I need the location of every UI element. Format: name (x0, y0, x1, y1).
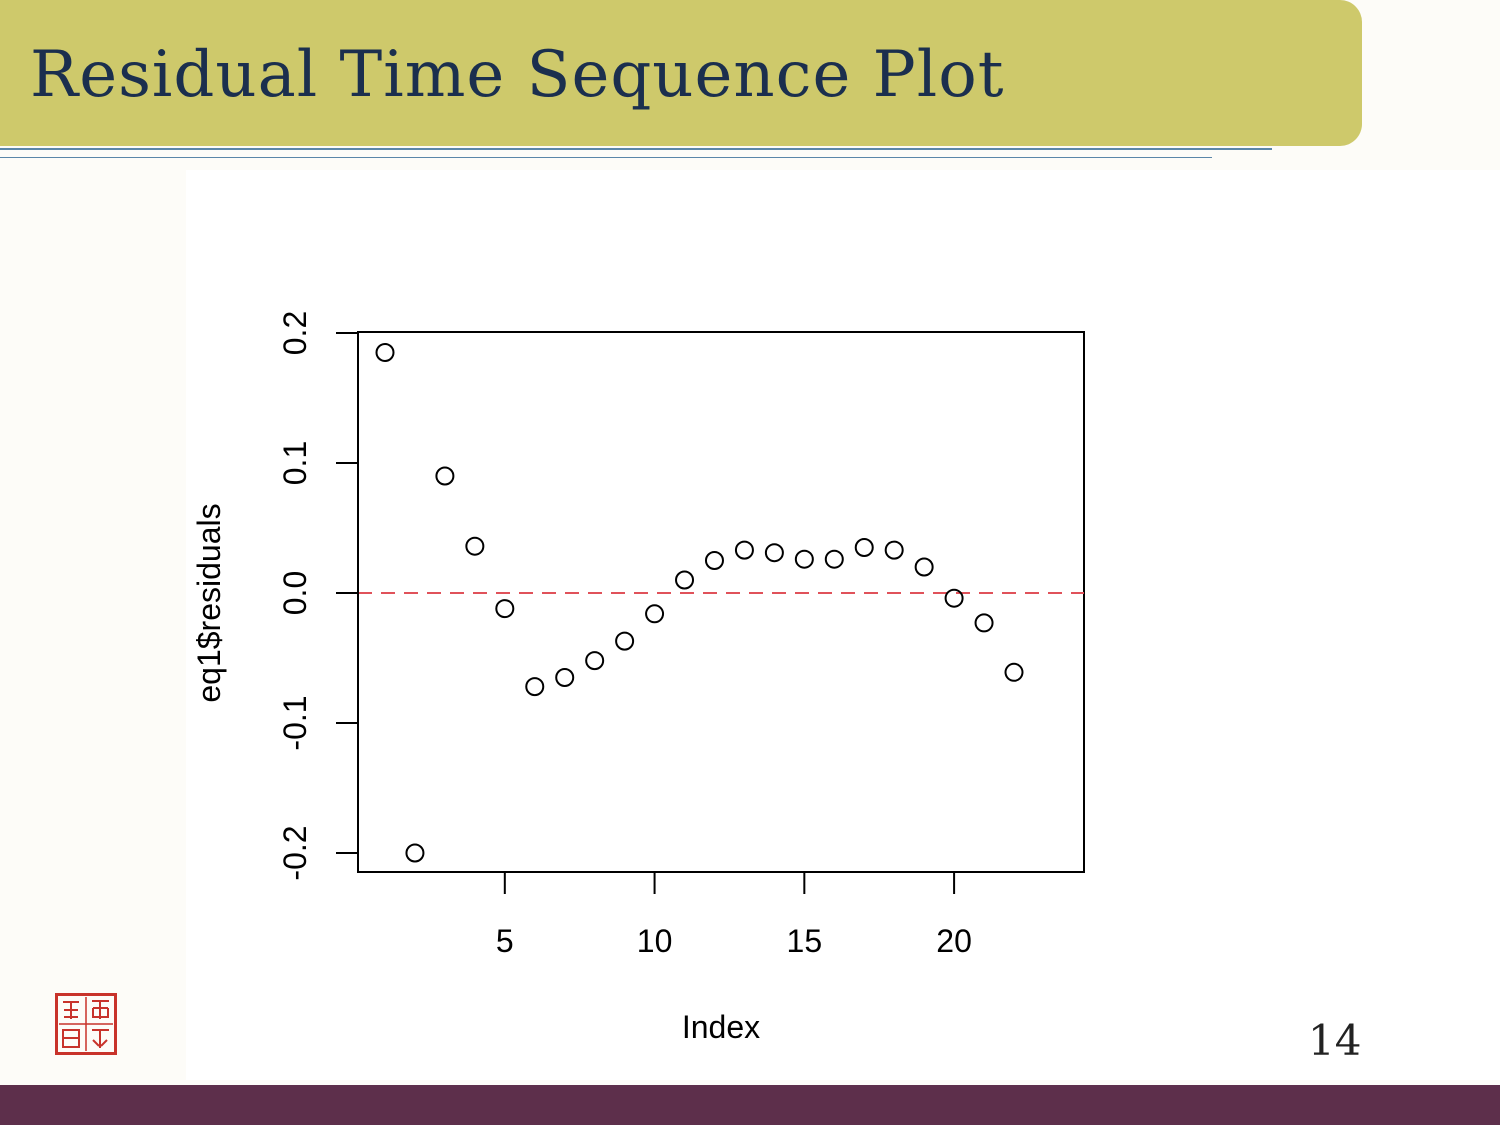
data-point (704, 551, 724, 570)
plot-panel: 5 10 15 20 -0.2 -0.1 0.0 0.1 0.2 Index eq1$residua… (186, 170, 1500, 1080)
data-point (495, 599, 515, 619)
data-point (824, 549, 844, 569)
data-point (734, 540, 754, 560)
y-tick-label: -0.1 (277, 695, 313, 750)
red-seal-stamp-icon (55, 993, 117, 1055)
footer-bar (0, 1085, 1500, 1125)
data-point (585, 651, 605, 671)
slide-title: Residual Time Sequence Plot (30, 38, 1005, 112)
data-point (944, 588, 964, 608)
data-point (854, 538, 874, 557)
data-point (675, 570, 695, 590)
y-tick-label: 0.0 (277, 571, 313, 615)
page-number: 14 (1308, 1016, 1362, 1065)
data-point (764, 543, 784, 563)
y-tick-label: 0.1 (277, 441, 313, 485)
x-tick-label: 20 (936, 923, 972, 959)
data-point (974, 613, 994, 633)
data-point (914, 557, 934, 577)
data-point (884, 540, 904, 560)
data-point (555, 668, 575, 687)
data-point (405, 843, 425, 863)
data-point (1004, 662, 1024, 682)
y-axis-label: eq1$residuals (191, 503, 227, 702)
title-underline-thin (0, 157, 1212, 158)
residual-scatter-chart: 5 10 15 20 -0.2 -0.1 0.0 0.1 0.2 Index eq1$residua… (191, 311, 1085, 1045)
x-tick-label: 10 (637, 923, 673, 959)
plot-frame (357, 331, 1085, 873)
data-point (375, 343, 395, 362)
title-bar: Residual Time Sequence Plot (0, 0, 1362, 146)
x-tick-label: 5 (496, 923, 514, 959)
data-point (645, 604, 665, 624)
x-tick-label: 15 (787, 923, 823, 959)
data-point (465, 536, 485, 556)
y-tick-label: -0.2 (277, 825, 313, 880)
data-point (525, 677, 545, 697)
data-point (615, 631, 635, 651)
x-axis-label: Index (682, 1009, 760, 1045)
y-tick-label: 0.2 (277, 311, 313, 355)
data-point (794, 549, 814, 569)
title-underline (0, 148, 1272, 150)
data-point (435, 466, 455, 486)
